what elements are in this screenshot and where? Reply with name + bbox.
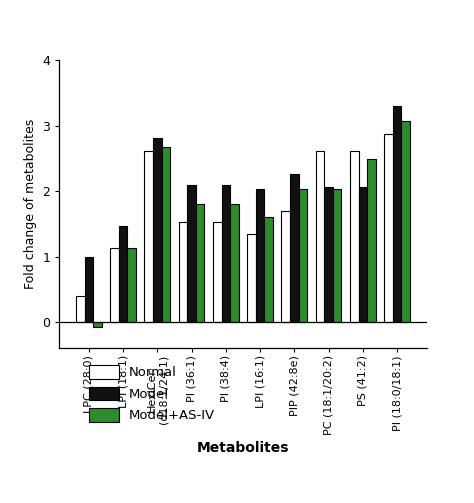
Bar <box>213 222 221 322</box>
Bar <box>350 151 358 322</box>
Bar <box>179 222 187 322</box>
Bar <box>333 189 341 322</box>
Bar <box>256 189 264 322</box>
Bar <box>393 106 401 322</box>
Bar <box>145 151 153 322</box>
Bar <box>384 134 393 322</box>
Bar <box>367 158 376 322</box>
Legend: Normal, Model, Model+AS-IV: Normal, Model, Model+AS-IV <box>84 360 220 428</box>
Bar <box>162 147 170 322</box>
Bar <box>316 151 324 322</box>
Bar <box>282 211 290 322</box>
Bar <box>76 296 84 322</box>
Bar <box>290 174 299 322</box>
Bar <box>93 322 101 327</box>
Bar <box>196 204 204 322</box>
X-axis label: Metabolites: Metabolites <box>197 441 289 455</box>
Bar <box>119 226 128 322</box>
Bar <box>128 248 136 322</box>
Bar <box>324 187 333 322</box>
Bar <box>84 257 93 322</box>
Bar <box>230 204 238 322</box>
Bar <box>358 187 367 322</box>
Bar <box>299 189 307 322</box>
Bar <box>221 185 230 322</box>
Bar <box>153 137 162 322</box>
Bar <box>247 234 256 322</box>
Bar <box>187 185 196 322</box>
Y-axis label: Fold change of metabolites: Fold change of metabolites <box>24 119 36 289</box>
Bar <box>264 217 273 322</box>
Bar <box>401 121 410 322</box>
Bar <box>110 248 119 322</box>
